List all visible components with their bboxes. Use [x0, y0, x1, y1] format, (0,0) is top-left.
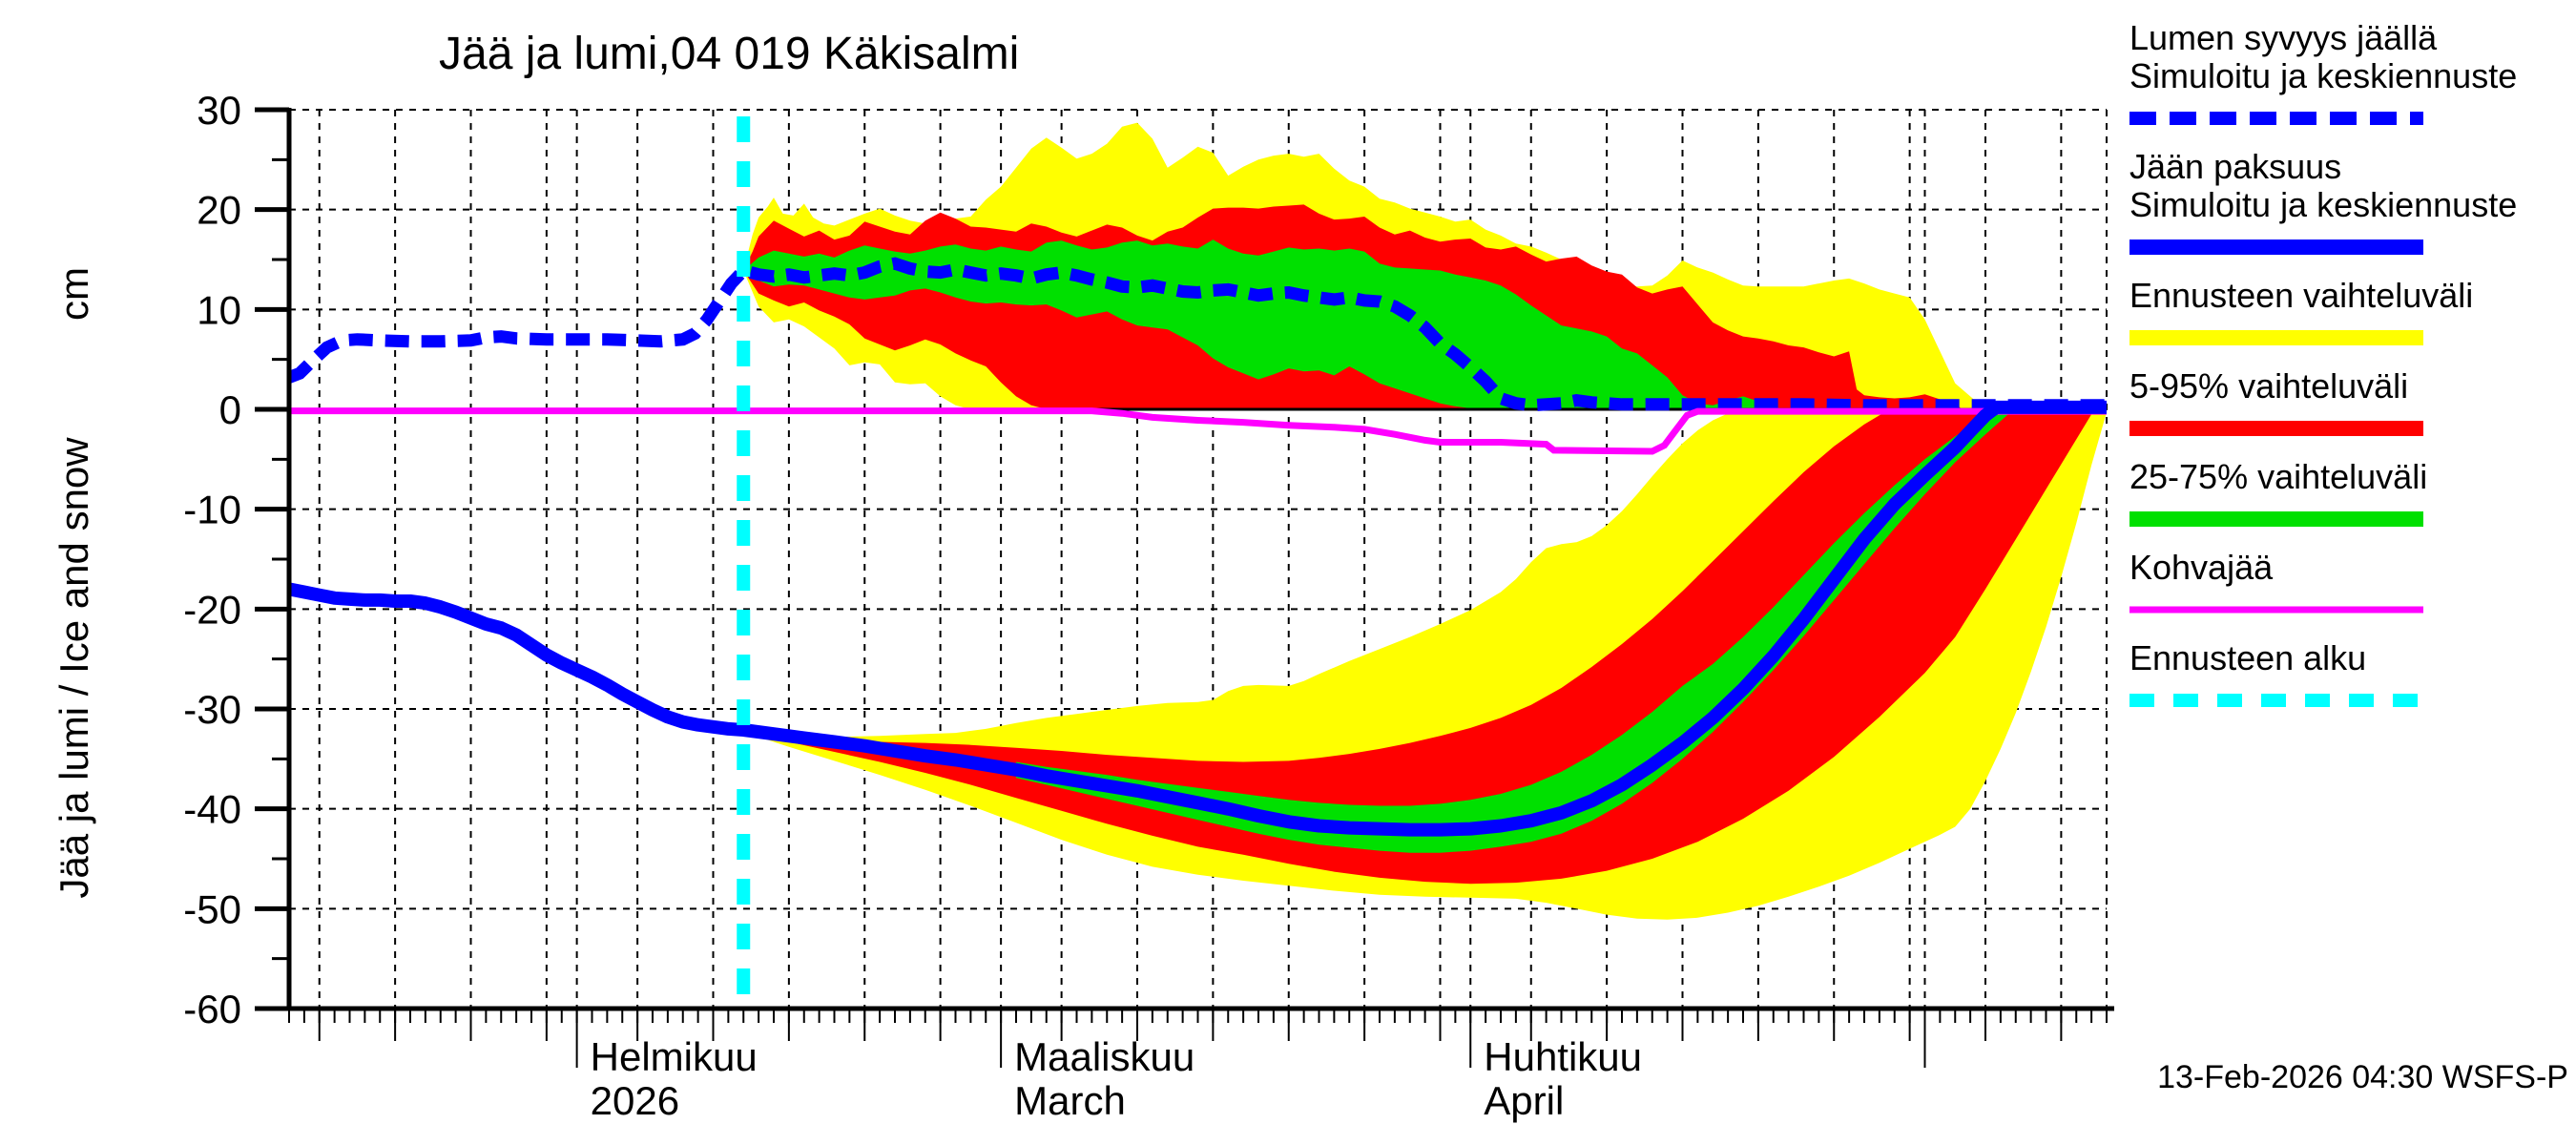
- y-tick-label: -20: [183, 587, 241, 632]
- y-tick-label: -40: [183, 787, 241, 832]
- y-tick-label: -50: [183, 886, 241, 931]
- y-tick-label: -10: [183, 488, 241, 532]
- ice-5-95-band: [743, 409, 2095, 885]
- series-lines: [286, 116, 2107, 1007]
- snow-depth-median-line: [286, 257, 2107, 412]
- legend-label: 5-95% vaihteluväli: [2129, 366, 2408, 406]
- month-label-fi: Huhtikuu: [1484, 1034, 1642, 1079]
- axes-and-ticks: [255, 107, 2114, 1068]
- timestamp-label: 13-Feb-2026 04:30 WSFS-P: [2157, 1059, 2568, 1095]
- y-tick-label: 20: [197, 188, 241, 233]
- legend-label: Simuloitu ja keskiennuste: [2129, 185, 2517, 224]
- legend-label: Jään paksuus: [2129, 147, 2341, 186]
- y-tick-label: -30: [183, 687, 241, 732]
- legend-label: Simuloitu ja keskiennuste: [2129, 56, 2517, 95]
- y-axis-unit-label: cm: [52, 267, 96, 321]
- y-tick-label: 0: [219, 387, 241, 432]
- snow-25-75-band: [743, 239, 1781, 409]
- y-tick-label: 30: [197, 88, 241, 133]
- month-label-en: April: [1484, 1078, 1564, 1123]
- chart-title: Jää ja lumi,04 019 Käkisalmi: [439, 29, 1019, 79]
- y-axis-label: Jää ja lumi / Ice and snow: [52, 437, 96, 899]
- y-tick-label: -60: [183, 987, 241, 1031]
- legend-label: Ennusteen vaihteluväli: [2129, 276, 2473, 315]
- legend-label: Lumen syvyys jäällä: [2129, 18, 2438, 57]
- month-label-en: March: [1014, 1078, 1126, 1123]
- y-axis-tick-labels: 30 20 10 0 -10 -20 -30 -40 -50 -60: [183, 88, 241, 1031]
- month-label-fi: Helmikuu: [591, 1034, 758, 1079]
- kohvajaa-line: [289, 407, 2107, 455]
- ice-thickness-median-line: [287, 400, 2107, 837]
- month-label-fi: Maaliskuu: [1014, 1034, 1195, 1079]
- month-label-en: 2026: [591, 1078, 679, 1123]
- y-tick-label: 10: [197, 287, 241, 332]
- legend-label: Kohvajää: [2129, 548, 2274, 587]
- legend-label: Ennusteen alku: [2129, 638, 2366, 677]
- legend-label: 25-75% vaihteluväli: [2129, 457, 2427, 496]
- forecast-bands: [743, 122, 2107, 920]
